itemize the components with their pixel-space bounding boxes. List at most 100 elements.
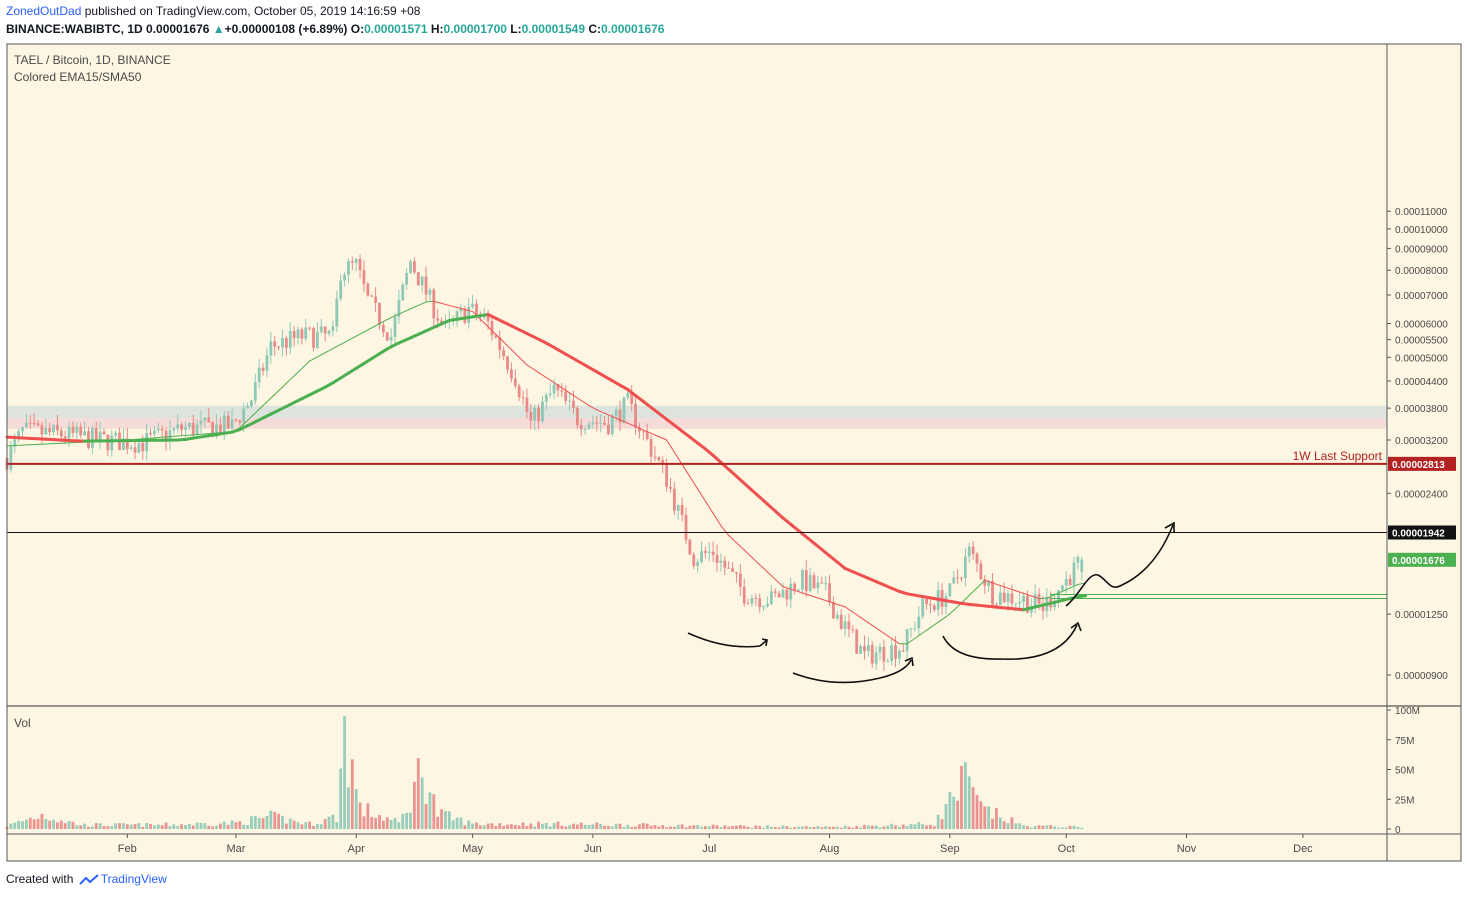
- volume-bar: [156, 824, 160, 829]
- volume-bar: [921, 824, 925, 829]
- candle-body: [1018, 601, 1022, 604]
- candle-body: [28, 422, 32, 424]
- volume-bar: [83, 823, 86, 829]
- ema15-segment: [301, 360, 311, 369]
- ema15-segment: [619, 419, 629, 424]
- candle-body: [886, 661, 890, 663]
- ema15-segment: [549, 379, 559, 386]
- volume-bar: [319, 824, 323, 829]
- ema15-segment: [813, 596, 823, 600]
- candle-body: [544, 394, 548, 402]
- candle-body: [191, 422, 195, 435]
- volume-bar: [343, 716, 346, 829]
- tradingview-link[interactable]: TradingView: [100, 872, 167, 886]
- volume-bar: [913, 824, 917, 829]
- candle-body: [440, 320, 443, 324]
- sma50-segment: [1076, 594, 1088, 599]
- ema15-segment: [417, 301, 427, 306]
- candle-body: [847, 621, 851, 630]
- y-tick-label: 0.00005500: [1395, 336, 1448, 347]
- volume-bar: [9, 823, 13, 829]
- candle-body: [661, 460, 665, 464]
- x-tick-label-nov: Nov: [1177, 843, 1197, 855]
- volume-bar: [595, 822, 599, 829]
- candle-body: [521, 397, 525, 399]
- candle-body: [230, 419, 234, 429]
- ema15-segment: [177, 434, 186, 437]
- resistance-badge: 0.00001942: [1392, 529, 1445, 540]
- candle-body: [921, 598, 925, 617]
- sma50-segment: [634, 394, 645, 403]
- sma50-segment: [649, 405, 661, 415]
- candle-body: [129, 447, 133, 449]
- candle-body: [335, 298, 339, 327]
- volume-bar: [719, 827, 723, 829]
- candle-body: [25, 422, 28, 428]
- x-tick-label-jun: Jun: [584, 843, 602, 855]
- volume-bar: [568, 825, 571, 829]
- candle-body: [339, 280, 343, 299]
- candle-body: [482, 316, 486, 318]
- support-badge: 0.00002813: [1392, 460, 1445, 471]
- volume-bar: [455, 817, 459, 829]
- sma50-segment: [354, 361, 366, 370]
- candle-body: [67, 426, 71, 439]
- candle-body: [401, 284, 405, 301]
- candle-body: [246, 406, 249, 409]
- candle-body: [21, 427, 24, 432]
- candle-body: [692, 554, 696, 566]
- candle-body: [164, 430, 168, 442]
- ema15-segment: [247, 412, 256, 421]
- author-link[interactable]: ZonedOutDad: [6, 4, 82, 18]
- volume-bar: [168, 826, 172, 829]
- ema15-segment: [1069, 584, 1079, 589]
- volume-bar: [87, 826, 90, 829]
- zone-grey: [7, 405, 1387, 419]
- volume-bar: [222, 821, 226, 829]
- volume-bar: [378, 815, 381, 829]
- candle-body: [932, 605, 936, 610]
- candle-body: [374, 296, 377, 303]
- candle-body: [878, 646, 882, 653]
- volume-bar: [1029, 827, 1033, 829]
- volume-bar: [704, 826, 707, 829]
- sma50-segment: [641, 399, 653, 409]
- candle-body: [48, 428, 52, 433]
- ema15-segment: [510, 349, 520, 358]
- sma50-segment: [789, 522, 801, 533]
- volume-bar: [292, 820, 296, 829]
- volume-bar: [350, 759, 354, 829]
- candle-body: [17, 431, 21, 440]
- sma50-segment: [820, 548, 832, 558]
- volume-bar: [773, 827, 777, 829]
- candle-body: [308, 327, 312, 329]
- volume-bar: [482, 825, 486, 829]
- volume-bar: [424, 804, 428, 829]
- ema15-segment: [867, 622, 877, 629]
- volume-bar: [929, 824, 932, 829]
- volume-bar: [102, 826, 106, 829]
- indicator-label: Colored EMA15/SMA50: [14, 70, 142, 84]
- volume-bar: [541, 823, 544, 829]
- ema15-segment: [945, 609, 955, 618]
- ema15-segment: [735, 542, 745, 551]
- candle-body: [277, 346, 280, 348]
- candle-body: [634, 403, 637, 428]
- volume-bar: [738, 825, 742, 829]
- volume-bar: [118, 823, 121, 829]
- candle-body: [715, 554, 719, 563]
- sma50-segment: [672, 423, 684, 433]
- volume-bar: [1060, 827, 1064, 829]
- ema15-segment: [557, 384, 567, 391]
- volume-bar: [199, 822, 203, 829]
- y-tick-label: 0.00002400: [1395, 489, 1448, 500]
- candle-body: [381, 325, 385, 333]
- volume-bar: [537, 821, 540, 829]
- candle-body: [1006, 593, 1010, 603]
- volume-bar: [909, 824, 913, 829]
- volume-bar: [436, 816, 440, 829]
- ema15-segment: [627, 422, 637, 428]
- volume-bar: [983, 806, 987, 829]
- axes: Feb Mar Apr May Jun Jul Aug Sep Oct Nov Dec 0.00011…: [118, 207, 1448, 855]
